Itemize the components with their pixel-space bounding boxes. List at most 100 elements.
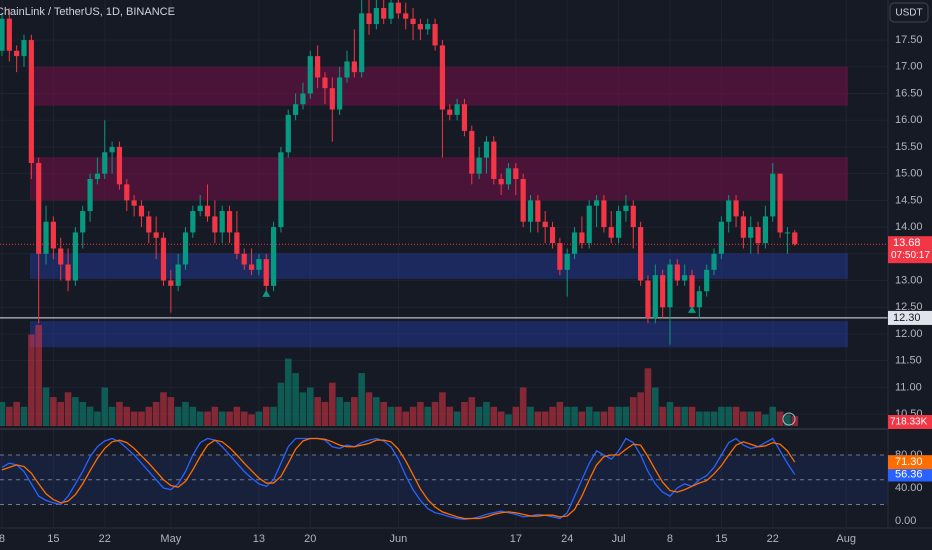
candle-body bbox=[527, 200, 534, 222]
oscillator-line bbox=[1, 437, 796, 520]
x-tick-label: Jun bbox=[390, 533, 408, 545]
y-tick-label: 12.00 bbox=[895, 328, 923, 340]
candle-body bbox=[87, 179, 93, 212]
volume-bar bbox=[262, 406, 270, 426]
price-label: 13.68 bbox=[893, 237, 921, 249]
volume-bar bbox=[277, 382, 285, 426]
candle-body bbox=[733, 200, 739, 217]
volume-bar bbox=[387, 406, 395, 426]
volume-bar bbox=[593, 411, 600, 426]
currency-label: USDT bbox=[895, 8, 922, 19]
candle-body bbox=[630, 205, 636, 228]
zone bbox=[30, 253, 848, 279]
candle-body bbox=[726, 200, 732, 222]
volume-bar bbox=[769, 406, 777, 426]
x-tick-label: 24 bbox=[561, 533, 573, 545]
candle-body bbox=[131, 200, 137, 206]
x-tick-label: 15 bbox=[47, 533, 59, 545]
volume-bar bbox=[725, 406, 733, 426]
signal-marker bbox=[262, 289, 271, 297]
x-tick-label: 15 bbox=[715, 533, 727, 545]
zone bbox=[30, 157, 848, 201]
candle-body bbox=[520, 179, 526, 222]
candle-body bbox=[535, 200, 541, 222]
candle-body bbox=[505, 168, 512, 185]
currency-button[interactable] bbox=[889, 2, 929, 23]
volume-bar bbox=[174, 406, 182, 426]
candle-body bbox=[476, 157, 482, 174]
candle-body bbox=[36, 162, 42, 254]
volume-bar bbox=[453, 411, 461, 426]
candle-body bbox=[337, 77, 343, 110]
volume-bar bbox=[490, 406, 498, 426]
y-tick-label: 12.50 bbox=[895, 301, 923, 313]
candle-body bbox=[593, 200, 600, 206]
y-tick-label: 15.00 bbox=[895, 168, 923, 180]
volume-bar bbox=[461, 401, 468, 426]
volume-bar bbox=[534, 411, 542, 426]
candle-body bbox=[212, 216, 218, 233]
volume-bar bbox=[696, 411, 703, 426]
candle-body bbox=[696, 291, 702, 308]
y-tick-label: 11.00 bbox=[895, 381, 922, 393]
volume-bar bbox=[365, 392, 373, 426]
candle-body bbox=[557, 243, 563, 270]
volume-bar bbox=[292, 373, 299, 426]
candle-body bbox=[160, 237, 167, 281]
y-tick-label: 14.00 bbox=[895, 221, 923, 233]
candle-body bbox=[28, 40, 34, 163]
candle-body bbox=[278, 152, 284, 228]
candle-body bbox=[718, 221, 724, 254]
candle-body bbox=[395, 2, 401, 14]
volume-bar bbox=[549, 406, 556, 426]
volume-bar bbox=[417, 401, 424, 426]
candle-body bbox=[359, 13, 365, 73]
volume-bar bbox=[145, 406, 153, 426]
y-tick-label: 17.00 bbox=[895, 61, 923, 73]
volume-bar bbox=[336, 397, 343, 426]
candle-body bbox=[615, 211, 622, 238]
candle-body bbox=[65, 264, 71, 281]
x-tick-label: Aug bbox=[836, 533, 856, 545]
volume-bar bbox=[637, 392, 644, 426]
candle-body bbox=[660, 275, 666, 308]
volume-bar bbox=[42, 387, 50, 426]
volume-bar bbox=[189, 406, 197, 426]
volume-bar bbox=[380, 401, 387, 426]
candle-body bbox=[410, 18, 416, 25]
volume-bar bbox=[57, 401, 65, 426]
candle-body bbox=[439, 45, 446, 110]
y-tick-label: 0.00 bbox=[895, 515, 916, 527]
volume-bar bbox=[475, 406, 483, 426]
candle-body bbox=[373, 8, 379, 25]
volume-bar bbox=[233, 406, 241, 426]
volume-bar bbox=[446, 406, 454, 426]
volume-bar bbox=[72, 397, 79, 426]
y-tick-label: 14.50 bbox=[895, 194, 923, 206]
candle-body bbox=[579, 232, 585, 244]
volume-bar bbox=[578, 411, 586, 426]
volume-bar bbox=[784, 414, 791, 426]
candle-body bbox=[608, 227, 614, 238]
volume-bar bbox=[240, 411, 248, 426]
volume-bar bbox=[86, 406, 94, 426]
volume-bar bbox=[681, 406, 688, 426]
y-tick-label: 40.00 bbox=[895, 482, 923, 494]
volume-bar bbox=[600, 411, 608, 426]
level-badge bbox=[888, 310, 932, 325]
oscillator-line bbox=[1, 437, 796, 520]
x-tick-label: 22 bbox=[767, 533, 779, 545]
candle-body bbox=[564, 253, 570, 270]
x-tick-label: 8 bbox=[0, 533, 5, 545]
candle-body bbox=[432, 24, 438, 46]
candle-body bbox=[740, 216, 746, 238]
x-tick-label: 20 bbox=[304, 533, 316, 545]
volume-bar bbox=[505, 414, 512, 426]
candle-body bbox=[792, 232, 798, 245]
candle-body bbox=[711, 253, 717, 270]
volume-bar bbox=[152, 401, 160, 426]
candle-body bbox=[21, 40, 27, 57]
candle-body bbox=[542, 221, 548, 228]
